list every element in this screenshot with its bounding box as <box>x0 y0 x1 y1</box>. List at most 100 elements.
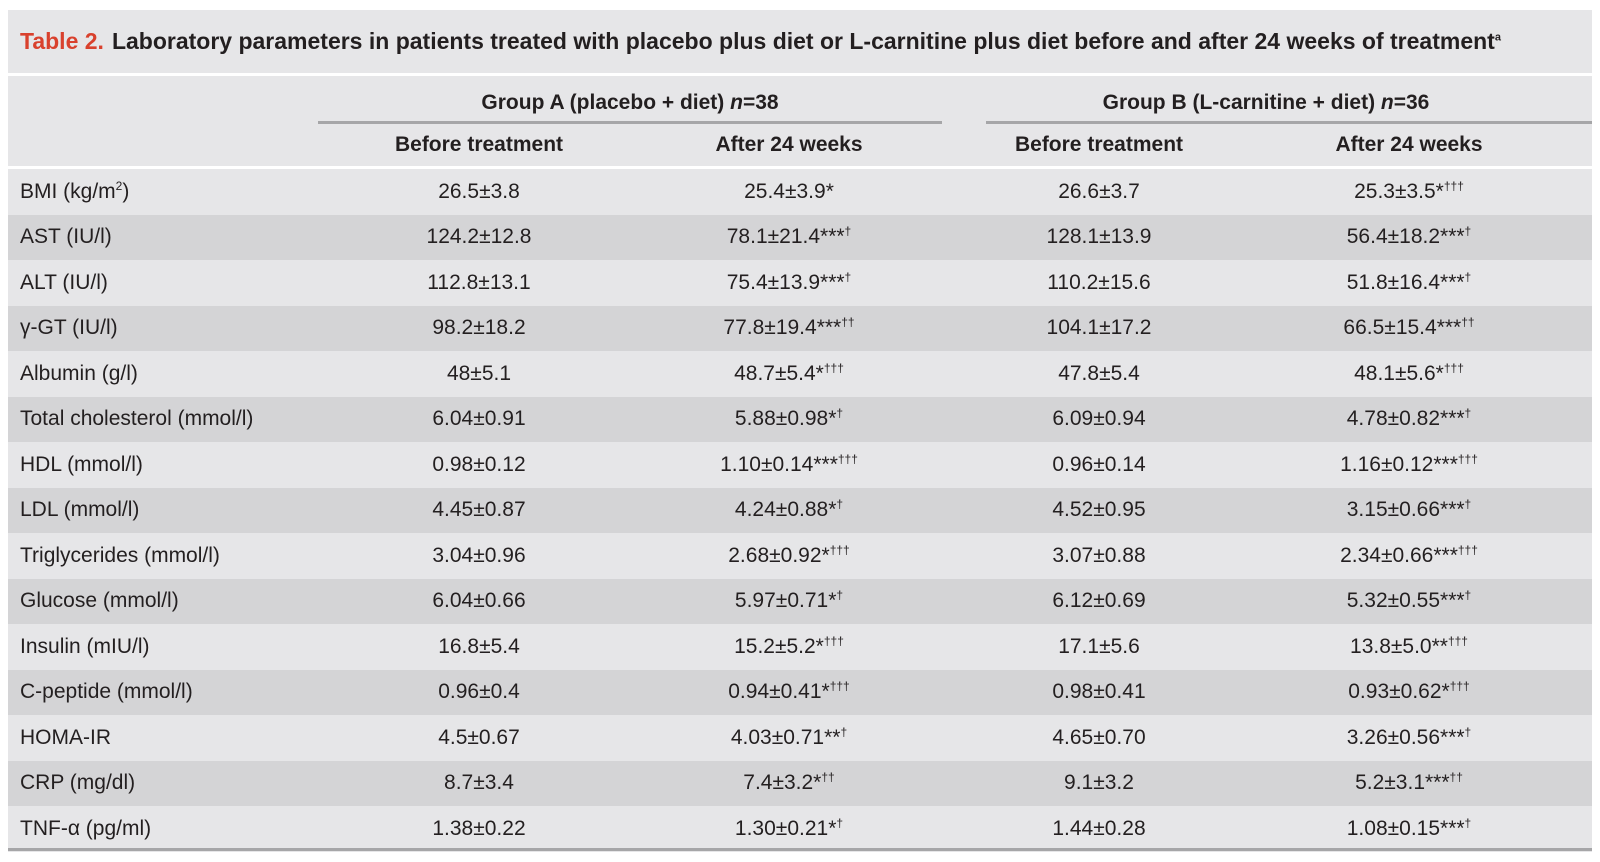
cell-value: 128.1±13.9 <box>1046 225 1152 249</box>
table-title-footnote-mark: a <box>1494 31 1501 44</box>
cell-value: 0.93±0.62* <box>1348 680 1450 704</box>
cell-significance-mark: † <box>1464 815 1472 830</box>
cell-group-a-after: 25.4±3.9* <box>634 180 944 204</box>
cell-value: 6.04±0.91 <box>432 407 526 431</box>
cell-group-a-before: 6.04±0.91 <box>324 407 634 431</box>
cell-group-b-before: 4.65±0.70 <box>944 726 1254 750</box>
group-b-rule <box>986 121 1592 124</box>
cell-value: 1.16±0.12*** <box>1340 452 1458 476</box>
cell-value: 47.8±5.4 <box>1058 361 1140 385</box>
cell-value: 7.4±3.2* <box>743 771 822 795</box>
cell-significance-mark: ††† <box>1443 178 1464 193</box>
table-row: Total cholesterol (mmol/l) 6.04±0.91 5.88±… <box>8 396 1592 442</box>
cell-group-b-before: 0.98±0.41 <box>944 680 1254 704</box>
cell-value: 3.07±0.88 <box>1052 543 1146 567</box>
cell-significance-mark: ††† <box>1443 360 1464 375</box>
cell-group-b-before: 110.2±15.6 <box>944 271 1254 295</box>
cell-value: 0.94±0.41* <box>728 680 830 704</box>
table-row: C-peptide (mmol/l) 0.96±0.4 0.94±0.41*††† 0… <box>8 669 1592 715</box>
cell-group-b-after: 5.2±3.1***†† <box>1254 771 1564 795</box>
cell-value: 3.26±0.56*** <box>1346 725 1465 749</box>
row-label: AST (IU/l) <box>20 225 112 249</box>
cell-significance-mark: † <box>1464 406 1472 421</box>
cell-group-b-before: 104.1±17.2 <box>944 316 1254 340</box>
row-label: Triglycerides (mmol/l) <box>20 544 220 568</box>
cell-value: 4.5±0.67 <box>438 725 520 749</box>
cell-value: 25.3±3.5* <box>1354 179 1444 203</box>
row-label-text: AST (IU/l) <box>20 225 112 249</box>
cell-value: 15.2±5.2* <box>734 634 824 658</box>
cell-value: 78.1±21.4*** <box>726 225 845 249</box>
header-divider <box>8 73 1592 76</box>
cell-significance-mark: ††† <box>1457 542 1478 557</box>
cell-significance-mark: † <box>840 724 848 739</box>
group-b-n-value: =36 <box>1393 91 1430 114</box>
cell-group-b-before: 9.1±3.2 <box>944 771 1254 795</box>
cell-value: 1.08±0.15*** <box>1346 816 1465 840</box>
cell-significance-mark: † <box>836 815 844 830</box>
cell-significance-mark: ††† <box>1449 679 1470 694</box>
cell-value: 6.04±0.66 <box>432 589 526 613</box>
row-label-text: Glucose (mmol/l) <box>20 589 179 613</box>
cell-group-b-before: 47.8±5.4 <box>944 362 1254 386</box>
cell-significance-mark: † <box>836 497 844 512</box>
table-title: Laboratory parameters in patients treate… <box>112 28 1501 55</box>
cell-group-a-before: 16.8±5.4 <box>324 635 634 659</box>
cell-group-b-after: 51.8±16.4***† <box>1254 271 1564 295</box>
group-a-label: Group A (placebo + diet) <box>481 91 731 114</box>
group-a-header: Group A (placebo + diet) n=38 <box>318 88 942 118</box>
row-label-text: Insulin (mIU/l) <box>20 634 150 658</box>
row-label: BMI (kg/m2) <box>20 180 129 204</box>
cell-significance-mark: ††† <box>823 360 844 375</box>
cell-value: 6.12±0.69 <box>1052 589 1146 613</box>
cell-group-a-before: 3.04±0.96 <box>324 544 634 568</box>
cell-value: 98.2±18.2 <box>432 316 526 340</box>
cell-value: 110.2±15.6 <box>1047 270 1151 294</box>
cell-group-b-after: 1.16±0.12***††† <box>1254 453 1564 477</box>
cell-value: 4.52±0.95 <box>1052 498 1146 522</box>
cell-group-a-before: 124.2±12.8 <box>324 225 634 249</box>
row-label: ALT (IU/l) <box>20 271 108 295</box>
cell-value: 16.8±5.4 <box>438 634 520 658</box>
row-label-text: Total cholesterol (mmol/l) <box>20 407 254 431</box>
cell-group-b-after: 3.26±0.56***† <box>1254 726 1564 750</box>
cell-group-b-before: 6.12±0.69 <box>944 589 1254 613</box>
cell-value: 26.5±3.8 <box>438 179 520 203</box>
cell-value: 77.8±19.4*** <box>723 316 842 340</box>
cell-group-a-after: 77.8±19.4***†† <box>634 316 944 340</box>
row-label-text: γ-GT (IU/l) <box>20 316 118 340</box>
group-a-n-symbol: n <box>730 91 743 114</box>
cell-value: 5.88±0.98* <box>734 407 837 431</box>
cell-significance-mark: ††† <box>829 542 850 557</box>
cell-significance-mark: † <box>1464 224 1472 239</box>
cell-value: 1.38±0.22 <box>432 816 526 840</box>
cell-value: 48.1±5.6* <box>1354 361 1444 385</box>
row-label-text: ALT (IU/l) <box>20 270 108 294</box>
row-label-end: ) <box>122 179 130 203</box>
table-row: Triglycerides (mmol/l) 3.04±0.96 2.68±0.92… <box>8 533 1592 579</box>
cell-group-b-before: 17.1±5.6 <box>944 635 1254 659</box>
row-label-text: BMI (kg/m <box>20 179 116 203</box>
cell-group-b-after: 1.08±0.15***† <box>1254 817 1564 841</box>
table-container: Table 2. Laboratory parameters in patien… <box>8 10 1592 852</box>
cell-value: 5.32±0.55*** <box>1346 589 1465 613</box>
cell-group-a-after: 78.1±21.4***† <box>634 225 944 249</box>
cell-group-a-before: 98.2±18.2 <box>324 316 634 340</box>
cell-value: 26.6±3.7 <box>1058 179 1140 203</box>
cell-group-a-after: 1.30±0.21*† <box>634 817 944 841</box>
cell-significance-mark: † <box>1464 724 1472 739</box>
row-label-text: Triglycerides (mmol/l) <box>20 543 220 567</box>
column-header-b-before: Before treatment <box>1014 133 1184 156</box>
cell-group-b-after: 5.32±0.55***† <box>1254 589 1564 613</box>
column-header-a-before: Before treatment <box>394 133 564 156</box>
group-b-label: Group B (L-carnitine + diet) <box>1102 91 1381 114</box>
table-caption: Table 2. Laboratory parameters in patien… <box>8 10 1592 73</box>
cell-value: 5.97±0.71* <box>734 589 837 613</box>
cell-group-b-after: 56.4±18.2***† <box>1254 225 1564 249</box>
cell-value: 0.98±0.41 <box>1052 680 1146 704</box>
cell-group-b-after: 48.1±5.6*††† <box>1254 362 1564 386</box>
table-row: Insulin (mIU/l) 16.8±5.4 15.2±5.2*††† 17.1±… <box>8 624 1592 670</box>
row-label-text: CRP (mg/dl) <box>20 771 136 795</box>
row-label: Total cholesterol (mmol/l) <box>20 407 253 431</box>
table-row: HDL (mmol/l) 0.98±0.12 1.10±0.14***††† 0.96… <box>8 442 1592 488</box>
